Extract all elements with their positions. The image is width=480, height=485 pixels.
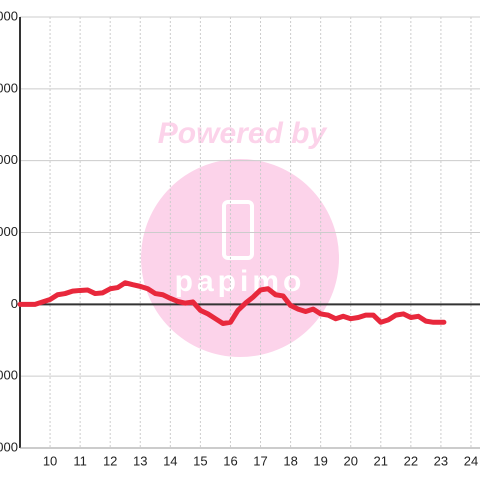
x-tick-label: 10 (43, 453, 57, 468)
watermark-text: papimo (175, 265, 306, 298)
y-tick-label: 0 (11, 296, 18, 311)
y-tick-label: 9,000 (0, 80, 18, 95)
x-tick-label: 19 (313, 453, 327, 468)
x-tick-label: 16 (223, 453, 237, 468)
x-tick-label: 13 (133, 453, 147, 468)
watermark-icon (222, 200, 254, 260)
x-tick-label: 23 (434, 453, 448, 468)
x-tick-label: 20 (343, 453, 357, 468)
y-tick-label: -3,000 (0, 368, 18, 383)
x-tick-label: 17 (253, 453, 267, 468)
watermark: Powered by papimo (141, 117, 339, 357)
x-tick-label: 21 (374, 453, 388, 468)
x-tick-label: 18 (283, 453, 297, 468)
data-line (17, 280, 447, 326)
y-tick-label: -6,000 (0, 439, 18, 454)
y-tick-label: 12,000 (0, 8, 18, 23)
y-tick-label: 6,000 (0, 152, 18, 167)
x-tick-label: 24 (464, 453, 478, 468)
x-tick-label: 15 (193, 453, 207, 468)
x-tick-label: 22 (404, 453, 418, 468)
x-tick-label: 12 (103, 453, 117, 468)
watermark-text: Powered by (158, 117, 328, 150)
x-tick-label: 11 (73, 453, 87, 468)
x-tick-label: 14 (163, 453, 177, 468)
y-tick-label: 3,000 (0, 224, 18, 239)
